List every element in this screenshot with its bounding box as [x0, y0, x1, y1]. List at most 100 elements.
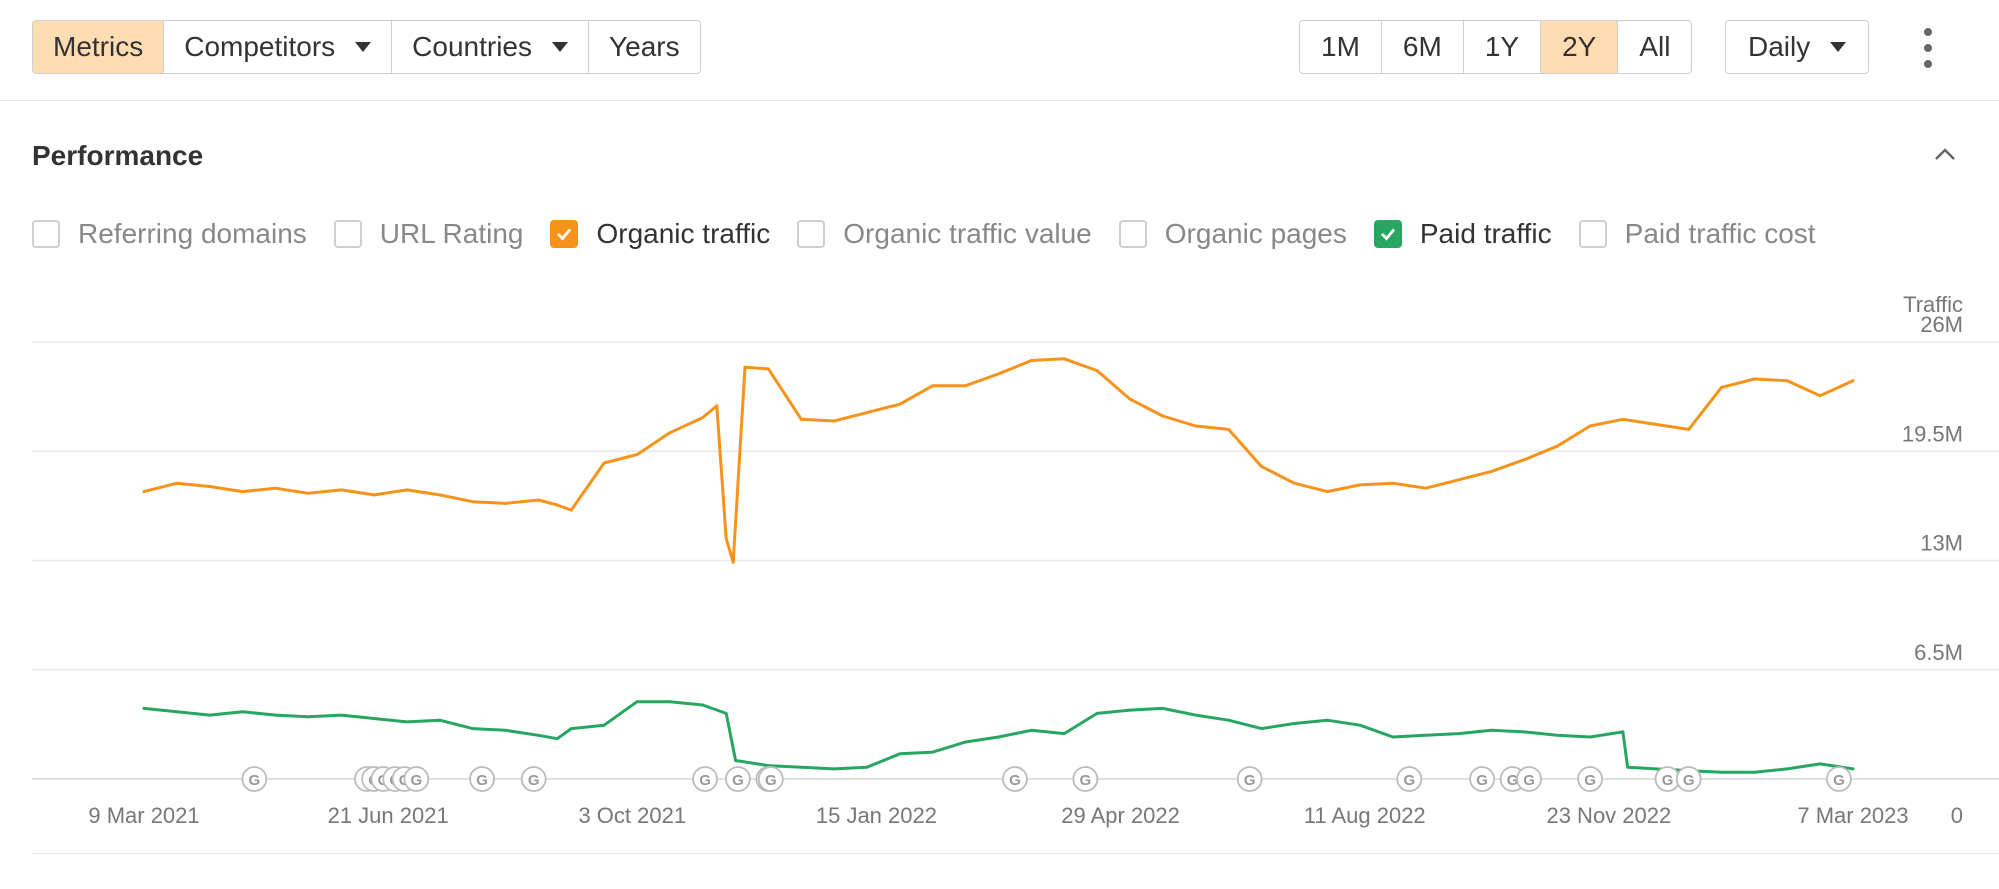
data-point-paid-traffic [1095, 712, 1099, 715]
google-update-label: G [732, 772, 744, 789]
data-point-organic-traffic [1457, 478, 1461, 482]
data-point-organic-traffic [241, 490, 244, 493]
data-point-organic-traffic [1161, 414, 1165, 418]
checkbox-icon[interactable] [333, 220, 362, 248]
google-update-icon[interactable] [1236, 766, 1263, 792]
data-point-paid-traffic [175, 710, 179, 714]
data-point-organic-traffic [504, 501, 507, 505]
data-point-paid-traffic [1753, 770, 1756, 774]
google-update-icon[interactable] [1516, 766, 1542, 792]
data-point-organic-traffic [832, 419, 836, 423]
google-update-icon[interactable] [757, 766, 784, 792]
toolbar-countries-button[interactable]: Countries [392, 21, 590, 73]
data-point-organic-traffic [536, 498, 540, 502]
data-point-paid-traffic [1522, 730, 1526, 734]
data-point-paid-traffic [1851, 767, 1855, 771]
data-point-organic-traffic [668, 431, 672, 435]
google-update-icon[interactable] [1675, 766, 1702, 792]
data-point-paid-traffic [1325, 718, 1329, 722]
range-1y-button[interactable]: 1Y [1464, 21, 1542, 73]
data-point-organic-traffic [1818, 394, 1822, 398]
checkbox-icon[interactable] [550, 220, 579, 248]
toolbar-button-label: Countries [412, 31, 533, 62]
data-point-paid-traffic [536, 733, 540, 737]
data-point-paid-traffic [1161, 707, 1165, 710]
google-update-icon[interactable] [241, 766, 268, 792]
toolbar-metrics-button[interactable]: Metrics [33, 21, 165, 73]
data-point-organic-traffic [602, 461, 606, 465]
google-update-icon[interactable] [1826, 766, 1852, 792]
interval-dropdown[interactable]: Daily [1725, 20, 1870, 74]
metric-organic-pages-toggle[interactable]: Organic pages [1118, 218, 1347, 250]
google-update-label: G [1662, 772, 1674, 789]
checkbox-icon[interactable] [32, 220, 60, 248]
data-point-paid-traffic [1457, 732, 1461, 736]
data-point-paid-traffic [241, 710, 244, 714]
google-update-icon[interactable] [725, 766, 751, 792]
y-tick-label: 6.5M [1914, 640, 1963, 665]
metric-paid-traffic-toggle[interactable]: Paid traffic [1373, 218, 1552, 250]
google-update-label: G [1009, 772, 1021, 789]
data-point-organic-traffic [1621, 417, 1625, 421]
data-point-paid-traffic [555, 737, 559, 741]
data-point-organic-traffic [1555, 444, 1559, 448]
data-point-paid-traffic [471, 727, 475, 730]
data-point-organic-traffic [1227, 428, 1230, 431]
metric-url-rating-toggle[interactable]: URL Rating [333, 218, 523, 250]
chevron-up-icon[interactable] [1933, 142, 1957, 166]
metric-toggle-list: Referring domains URL Rating Organic traff… [32, 218, 1843, 250]
google-update-icon[interactable] [1072, 766, 1099, 792]
toolbar-competitors-button[interactable]: Competitors [164, 21, 393, 73]
google-update-icon[interactable] [1469, 766, 1495, 792]
data-point-paid-traffic [274, 713, 277, 717]
x-tick-label: 21 Jun 2021 [328, 803, 449, 828]
checkbox-icon[interactable] [1578, 220, 1607, 248]
data-point-paid-traffic [569, 727, 573, 730]
google-update-label: G [1683, 772, 1695, 789]
metric-organic-traffic-value-toggle[interactable]: Organic traffic value [797, 218, 1092, 250]
data-point-paid-traffic [997, 735, 1000, 739]
data-point-paid-traffic [701, 703, 705, 707]
data-point-paid-traffic [372, 717, 376, 720]
metric-label: Organic traffic value [843, 218, 1092, 249]
more-vertical-icon[interactable] [1916, 28, 1940, 68]
data-point-organic-traffic [635, 453, 639, 457]
google-update-icon[interactable] [403, 766, 430, 792]
metric-label: Organic traffic [596, 218, 771, 249]
google-update-icon[interactable] [1577, 766, 1603, 792]
google-update-label: G [1476, 772, 1488, 789]
data-point-paid-traffic [799, 765, 803, 769]
range-all-button[interactable]: All [1639, 31, 1671, 62]
data-point-paid-traffic [1292, 722, 1296, 725]
toolbar-years-button[interactable]: Years [589, 21, 700, 73]
range-2y-button[interactable]: 2Y [1541, 21, 1619, 73]
metric-paid-traffic-cost-toggle[interactable]: Paid traffic cost [1578, 218, 1816, 250]
metric-organic-traffic-toggle[interactable]: Organic traffic [550, 218, 770, 250]
data-point-paid-traffic [306, 715, 310, 719]
interval-button[interactable]: Daily [1726, 21, 1868, 73]
data-point-organic-traffic [731, 560, 735, 564]
metric-referring-domains-toggle[interactable]: Referring domains [32, 218, 307, 250]
data-point-paid-traffic [1128, 708, 1132, 712]
data-point-organic-traffic [724, 537, 728, 541]
data-point-organic-traffic [405, 488, 409, 492]
metric-label: Organic pages [1164, 218, 1347, 249]
range-1m-button[interactable]: 1M [1300, 21, 1382, 73]
checkbox-icon[interactable] [1118, 220, 1147, 248]
data-point-organic-traffic [799, 417, 803, 421]
range-6m-button[interactable]: 6M [1382, 21, 1464, 73]
google-update-icon[interactable] [469, 766, 495, 792]
data-point-organic-traffic [997, 372, 1000, 376]
checkbox-icon[interactable] [1373, 220, 1402, 248]
google-update-icon[interactable] [520, 766, 547, 792]
google-update-icon[interactable] [1002, 766, 1028, 792]
data-point-paid-traffic [964, 740, 968, 744]
data-point-organic-traffic [865, 411, 869, 414]
google-update-icon[interactable] [1396, 766, 1423, 792]
google-update-label: G [1523, 772, 1535, 789]
google-update-icon[interactable] [692, 766, 718, 792]
interval-label: Daily [1748, 31, 1811, 62]
checkbox-icon[interactable] [797, 220, 826, 248]
y-tick-label: 26M [1920, 312, 1963, 337]
x-tick-label: 7 Mar 2023 [1797, 803, 1908, 828]
